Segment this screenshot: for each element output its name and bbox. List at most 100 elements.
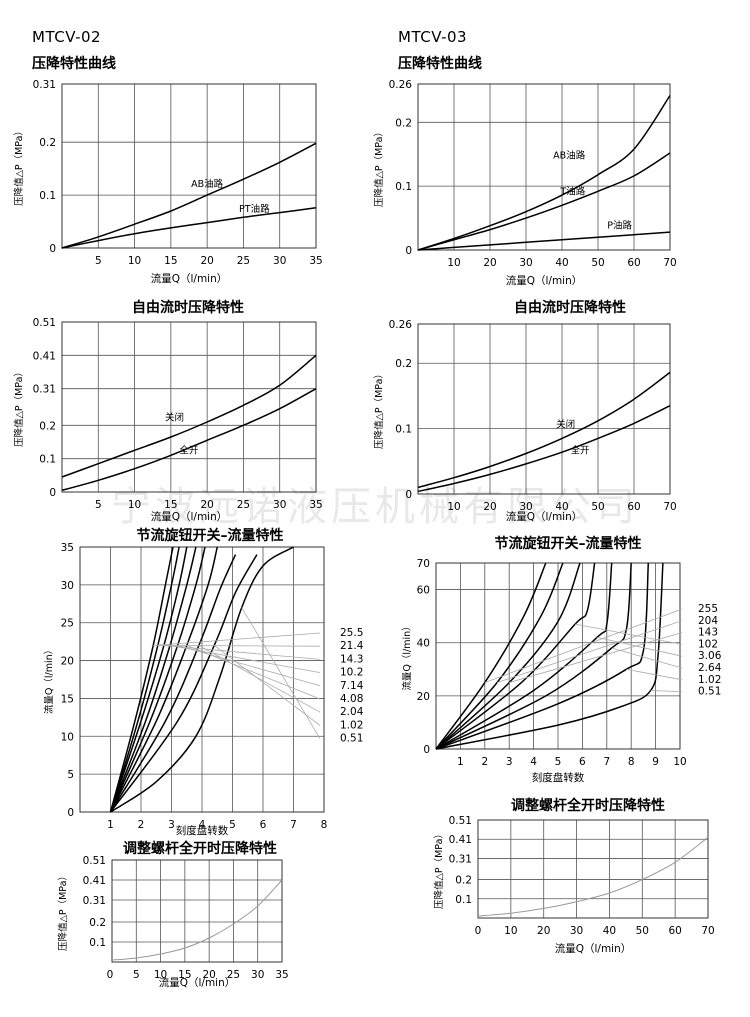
x-tick-label: 50	[591, 257, 604, 269]
series-line-10.2	[109, 546, 197, 813]
series-line-14.3	[109, 546, 188, 813]
chart-title: 自由流时压降特性	[132, 299, 244, 316]
y-tick-label: 0.2	[39, 137, 56, 149]
x-tick-label: 5	[133, 969, 140, 981]
x-tick-label: 0	[475, 925, 482, 937]
legend-guide-line	[596, 637, 683, 657]
series-line-4.08	[109, 546, 219, 813]
x-tick-label: 50	[636, 925, 649, 937]
x-tick-label: 8	[628, 756, 635, 768]
legend-entry: 143	[698, 627, 718, 639]
series-line-全开	[61, 388, 317, 492]
x-axis-label: 刻度盘转数	[532, 771, 585, 784]
x-tick-label: 6	[579, 756, 586, 768]
x-tick-label: 5	[555, 756, 562, 768]
x-tick-label: 10	[447, 257, 460, 269]
x-tick-label: 30	[251, 969, 264, 981]
legend-guide-line	[163, 645, 321, 660]
y-axis-label: 压降值△P（MPa）	[57, 871, 69, 951]
x-axis-label: 刻度盘转数	[176, 824, 229, 837]
x-tick-label: 30	[519, 257, 532, 269]
series-line-关闭	[417, 371, 671, 489]
series-line-关闭	[61, 354, 317, 478]
chart-c4: 自由流时压降特性 10 20 30 40 50 60 70 0 0.1 0.2 0.26 流量Q（l/m…	[373, 299, 677, 523]
legend-guide-line	[241, 607, 321, 739]
y-tick-label: 0.31	[83, 895, 106, 907]
chart-c1: MTCV-02 压降特性曲线 5 10 15 20 25 30 35 0 0.1 0.2 0.31 流量Q…	[13, 28, 323, 285]
series-line-1.02	[435, 562, 650, 750]
y-tick-label: 0.2	[395, 358, 412, 370]
x-tick-label: 50	[591, 501, 604, 513]
x-tick-label: 30	[519, 501, 532, 513]
y-tick-label: 30	[61, 580, 74, 592]
legend-guide-line	[177, 645, 321, 687]
x-tick-label: 20	[200, 255, 213, 267]
y-tick-label: 20	[61, 656, 74, 668]
legend-guide-line	[198, 645, 321, 713]
y-tick-label: 0.26	[389, 319, 413, 331]
series-line-全开	[417, 405, 671, 493]
x-tick-label: 25	[237, 499, 250, 511]
x-tick-label: 35	[309, 499, 322, 511]
y-tick-label: 20	[417, 691, 430, 703]
chart-title: 节流旋钮开关–流量特性	[495, 535, 642, 552]
x-tick-label: 10	[447, 501, 460, 513]
x-tick-label: 35	[275, 969, 288, 981]
y-tick-label: 0	[49, 487, 56, 499]
legend-entry: 0.51	[698, 686, 721, 698]
legend-entry: 102	[698, 638, 718, 650]
y-tick-label: 0.31	[33, 384, 56, 396]
chart-c7: 调整螺杆全开时压降特性 5 10 15 20 25 30 35 0 0.1 0.2 0.31 0.41 0…	[57, 840, 289, 989]
x-tick-label: 25	[237, 255, 250, 267]
legend-guide-line	[484, 608, 683, 683]
series-line-0.51	[110, 546, 294, 813]
series-line-1.02	[109, 554, 258, 813]
x-tick-label: 30	[273, 255, 286, 267]
plot-frame	[61, 83, 317, 249]
x-axis-label: 流量Q（l/min）	[151, 510, 228, 523]
chart-title: 调整螺杆全开时压降特性	[511, 797, 665, 814]
legend-entry: 0.51	[340, 733, 363, 745]
x-axis-label: 流量Q（l/min）	[506, 510, 583, 523]
y-axis-label: 压降值△P（MPa）	[373, 127, 385, 207]
legend-guide-line	[509, 632, 683, 683]
series-line	[111, 879, 283, 961]
series-line-102	[435, 562, 596, 750]
legend-guide-line	[186, 645, 321, 700]
legend-entry: 3.06	[698, 650, 722, 662]
legend-guide-line	[496, 620, 683, 683]
series-line-25.5	[109, 546, 174, 813]
x-tick-label: 60	[668, 925, 681, 937]
chart-c6: 节流旋钮开关–流量特性 1 2 3 4 5 6 7 8 9 10 0 20 40 60 70 刻度盘转数 流量Q（…	[401, 535, 722, 784]
x-tick-label: 70	[663, 501, 676, 513]
series-line-7.14	[109, 546, 206, 813]
y-tick-label: 0	[405, 245, 412, 257]
model-label: MTCV-03	[398, 28, 467, 46]
legend-entry: 1.02	[698, 674, 721, 686]
y-tick-label: 0.1	[39, 454, 56, 466]
series-line-AB油路	[417, 95, 671, 251]
y-tick-label: 15	[61, 693, 74, 705]
y-tick-label: 0.1	[89, 937, 106, 949]
plot-frame	[61, 321, 317, 493]
legend-entry: 204	[698, 615, 718, 627]
x-tick-label: 6	[260, 819, 267, 831]
series-label: 关闭	[165, 411, 184, 423]
series-line-143	[435, 562, 581, 750]
chart-title: 压降特性曲线	[398, 55, 482, 72]
legend-guide-line	[213, 645, 321, 726]
x-tick-label: 10	[128, 255, 141, 267]
x-tick-label: 40	[555, 257, 568, 269]
x-tick-label: 20	[200, 499, 213, 511]
series-line-P油路	[417, 231, 671, 251]
y-tick-label: 0.1	[395, 181, 412, 193]
x-tick-label: 2	[138, 819, 145, 831]
y-tick-label: 0	[49, 243, 56, 255]
y-tick-label: 0.1	[455, 894, 472, 906]
y-tick-label: 0.2	[395, 117, 412, 129]
series-label: PT油路	[239, 203, 270, 215]
x-tick-label: 35	[309, 255, 322, 267]
x-tick-label: 10	[504, 925, 517, 937]
legend-entry: 21.4	[340, 640, 364, 652]
